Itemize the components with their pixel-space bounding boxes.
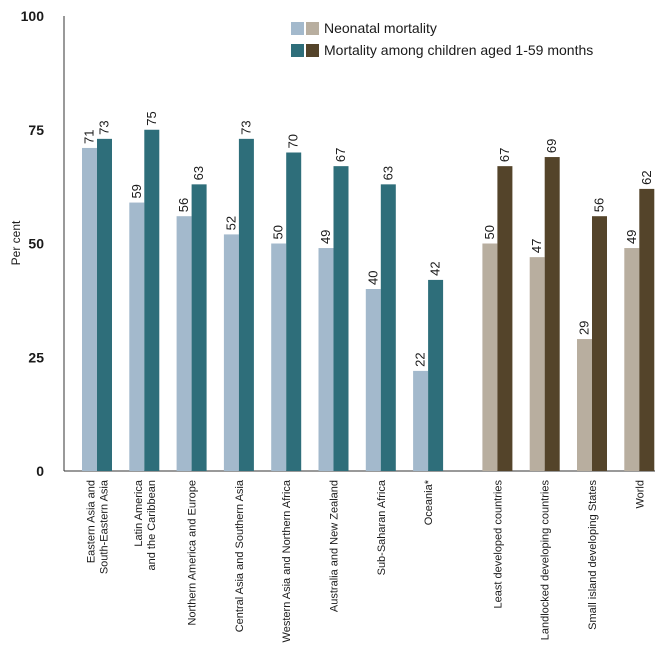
data-label: 56 [176,198,191,212]
data-label: 50 [482,225,497,239]
category-label: Central Asia and Southern Asia [234,479,246,632]
legend-label: Neonatal mortality [324,20,437,36]
category-labels: Eastern Asia and South-Eastern Asia Latin … [86,479,647,642]
category-label: Latin America [133,479,145,547]
data-label: 62 [639,170,654,184]
legend-swatch [306,44,319,57]
data-label: 56 [592,198,607,212]
data-label: 47 [529,239,544,253]
data-label: 52 [223,216,238,230]
data-label: 63 [380,166,395,180]
bar [176,216,192,471]
y-tick-label: 0 [36,463,44,479]
data-label: 67 [333,148,348,162]
category-label: Landlocked developing countries [540,480,552,641]
bar [286,152,302,471]
y-axis-label: Per cent [9,220,23,265]
bar [413,370,429,471]
category-label: Sub-Saharan Africa [376,479,388,575]
bar [482,243,498,471]
data-label: 63 [191,166,206,180]
bar [82,147,97,471]
data-label: 40 [365,271,380,285]
bar [238,138,254,471]
legend-swatch [306,22,319,35]
legend-swatch [291,44,304,57]
bar [144,129,160,471]
category-label: Western Asia and Northern Africa [281,479,293,642]
y-tick-label: 50 [28,236,44,252]
bar [191,184,207,471]
y-tick-labels: 0 25 50 75 100 [21,8,45,479]
data-labels: 7173597556635273507049674063224250674769… [82,111,654,367]
bar [428,279,444,471]
bars [82,129,655,472]
data-label: 49 [624,230,639,244]
data-label: 50 [271,225,286,239]
bar [333,166,349,471]
y-tick-label: 75 [28,122,44,138]
category-label: Least developed countries [492,480,504,609]
data-label: 22 [413,352,428,366]
bar [365,289,381,471]
data-label: 67 [497,148,512,162]
category-label: World [634,480,646,509]
category-label: Small island developing States [587,480,599,630]
bar [639,188,655,471]
data-label: 71 [82,129,97,143]
bar [97,138,112,471]
category-label: Eastern Asia and [86,480,98,563]
data-label: 70 [286,134,301,148]
data-label: 75 [144,111,159,125]
legend-label: Mortality among children aged 1-59 month… [324,42,593,58]
bar [624,248,640,471]
y-axis: 0 25 50 75 100 Per cent [9,8,655,479]
y-tick-label: 25 [28,349,44,365]
category-label: Australia and New Zealand [329,480,341,612]
bar [318,248,334,471]
bar [544,157,560,472]
data-label: 69 [544,139,559,153]
legend: Neonatal mortality Mortality among childr… [291,20,593,58]
bar [380,184,396,471]
data-label: 73 [238,120,253,134]
legend-swatch [291,22,304,35]
data-label: 29 [577,321,592,335]
bar [271,243,287,471]
category-label: Oceania* [423,479,435,525]
bar [129,202,145,472]
bar [577,339,592,471]
bar [497,166,513,471]
bar [592,216,607,471]
data-label: 49 [318,230,333,244]
y-tick-label: 100 [21,8,45,24]
data-label: 73 [97,120,112,134]
data-label: 59 [129,184,144,198]
bar [529,257,545,471]
category-label: Northern America and Europe [187,480,199,626]
bar [223,234,239,471]
category-label: and the Caribbean [146,480,158,571]
data-label: 42 [428,261,443,275]
category-label: South-Eastern Asia [99,479,111,574]
